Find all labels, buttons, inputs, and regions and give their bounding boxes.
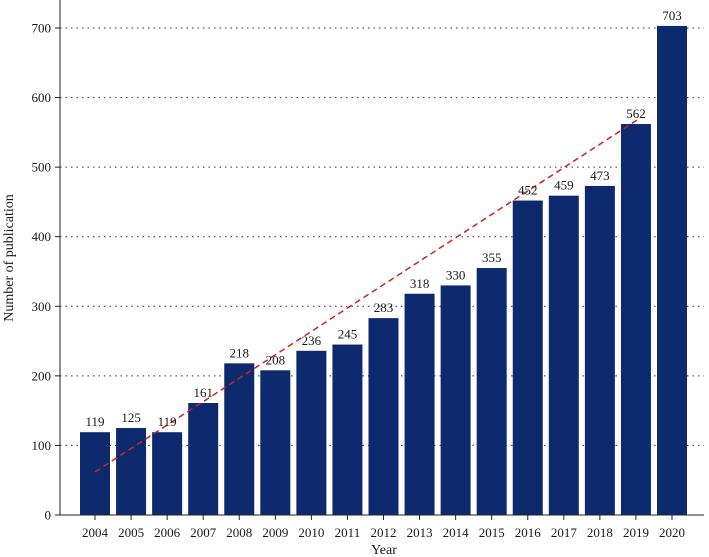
data-label-2005: 125 [121,410,141,425]
data-label-2018: 473 [590,168,610,183]
bar-2015 [476,268,507,515]
x-tick-label-2017: 2017 [551,525,578,540]
bar-2018 [584,185,615,516]
bar-2004 [80,432,110,515]
data-label-2020: 703 [662,8,682,23]
axes: 0 100 200 300 400 500 600 700 2004 2005 2006 2007 20… [32,0,704,540]
x-tick-label-2006: 2006 [154,525,181,540]
bar-2020 [657,25,687,516]
data-label-2019: 562 [626,106,646,121]
bar-2014 [440,285,471,515]
data-label-2009: 208 [266,352,286,367]
bar-2019 [620,124,651,515]
bar-2017 [548,195,579,515]
bar-2007 [188,402,219,515]
y-tick-label-600: 600 [32,90,52,105]
x-tick-label-2012: 2012 [371,525,397,540]
y-axis-title: Number of publication [2,194,17,322]
bar-2006 [152,432,183,515]
y-tick-label-300: 300 [32,299,52,314]
bar-2011 [332,344,363,515]
data-label-2016: 452 [518,183,538,198]
data-label-2008: 218 [230,345,250,360]
x-tick-label-2005: 2005 [118,525,144,540]
data-label-2013: 318 [410,276,430,291]
x-tick-label-2020: 2020 [659,525,685,540]
y-tick-label-100: 100 [32,438,52,453]
bar-2016 [512,200,543,515]
bars [80,25,687,516]
x-tick-label-2007: 2007 [190,525,217,540]
y-tick-label-500: 500 [32,160,52,175]
data-label-2006: 119 [158,414,177,429]
data-label-2004: 119 [85,414,104,429]
x-tick-label-2009: 2009 [262,525,288,540]
bar-2012 [368,318,399,515]
bar-2013 [404,293,435,515]
x-tick-label-2004: 2004 [82,525,109,540]
x-tick-label-2014: 2014 [443,525,470,540]
labels: 119 125 119 161 218 208 236 245 283 318 330 355 452 4… [85,8,681,429]
bar-2008 [224,363,255,515]
bar-2010 [296,350,327,515]
x-tick-label-2011: 2011 [335,525,361,540]
x-tick-label-2010: 2010 [298,525,324,540]
data-label-2015: 355 [482,250,502,265]
bar-2009 [260,370,291,515]
x-tick-label-2008: 2008 [226,525,252,540]
data-label-2017: 459 [554,178,574,193]
data-label-2014: 330 [446,267,466,282]
x-tick-label-2018: 2018 [587,525,613,540]
trendline [94,117,640,473]
y-tick-label-400: 400 [32,229,52,244]
y-tick-label-200: 200 [32,368,52,383]
data-label-2007: 161 [193,385,213,400]
y-tick-label-700: 700 [32,21,52,36]
data-label-2010: 236 [302,333,322,348]
y-tick-label-0: 0 [45,508,52,523]
x-tick-label-2015: 2015 [479,525,505,540]
data-label-2011: 245 [338,327,358,342]
x-tick-label-2016: 2016 [515,525,542,540]
x-axis-title: Year [371,543,397,557]
trendline-group [94,117,640,473]
data-label-2012: 283 [374,300,394,315]
x-tick-label-2019: 2019 [623,525,649,540]
x-tick-label-2013: 2013 [407,525,433,540]
